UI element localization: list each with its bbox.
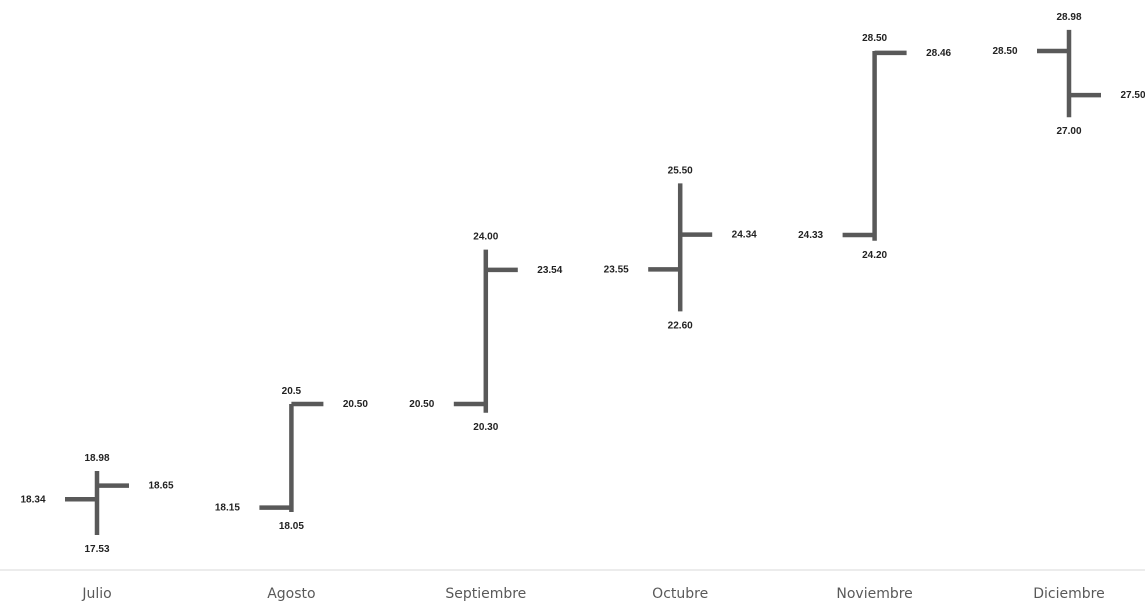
category-label-septiembre: Septiembre: [445, 586, 526, 602]
low-label-julio: 17.53: [84, 544, 109, 555]
category-label-diciembre: Diciembre: [1033, 586, 1104, 602]
open-label-septiembre: 20.50: [409, 399, 434, 410]
category-label-noviembre: Noviembre: [836, 586, 912, 602]
close-label-octubre: 24.34: [732, 230, 757, 241]
high-label-octubre: 25.50: [668, 165, 693, 176]
low-label-agosto: 18.05: [279, 521, 304, 532]
category-label-julio: Julio: [81, 586, 111, 602]
category-labels-group: Julio Agosto Septiembre Octubre Noviembre Dic…: [81, 586, 1104, 602]
category-label-agosto: Agosto: [267, 586, 315, 602]
low-label-octubre: 22.60: [668, 320, 693, 331]
value-labels-group: 18.98 17.53 18.34 18.65 20.5 18.05 18.15 20.50 2…: [20, 12, 1145, 555]
open-label-julio: 18.34: [20, 494, 45, 505]
high-label-diciembre: 28.98: [1056, 12, 1081, 23]
high-label-noviembre: 28.50: [862, 33, 887, 44]
category-label-octubre: Octubre: [652, 586, 708, 602]
close-label-julio: 18.65: [148, 481, 173, 492]
high-label-septiembre: 24.00: [473, 232, 498, 243]
low-label-noviembre: 24.20: [862, 250, 887, 261]
high-label-julio: 18.98: [84, 453, 109, 464]
close-label-diciembre: 27.50: [1120, 90, 1145, 101]
close-label-septiembre: 23.54: [537, 265, 562, 276]
high-label-agosto: 20.5: [282, 386, 302, 397]
low-label-diciembre: 27.00: [1056, 126, 1081, 137]
close-label-agosto: 20.50: [343, 399, 368, 410]
open-label-agosto: 18.15: [215, 503, 240, 514]
close-label-noviembre: 28.46: [926, 48, 951, 59]
low-label-septiembre: 20.30: [473, 422, 498, 433]
open-label-diciembre: 28.50: [992, 46, 1017, 57]
bars-group: [65, 29, 1101, 535]
open-label-noviembre: 24.33: [798, 230, 823, 241]
open-label-octubre: 23.55: [604, 264, 629, 275]
